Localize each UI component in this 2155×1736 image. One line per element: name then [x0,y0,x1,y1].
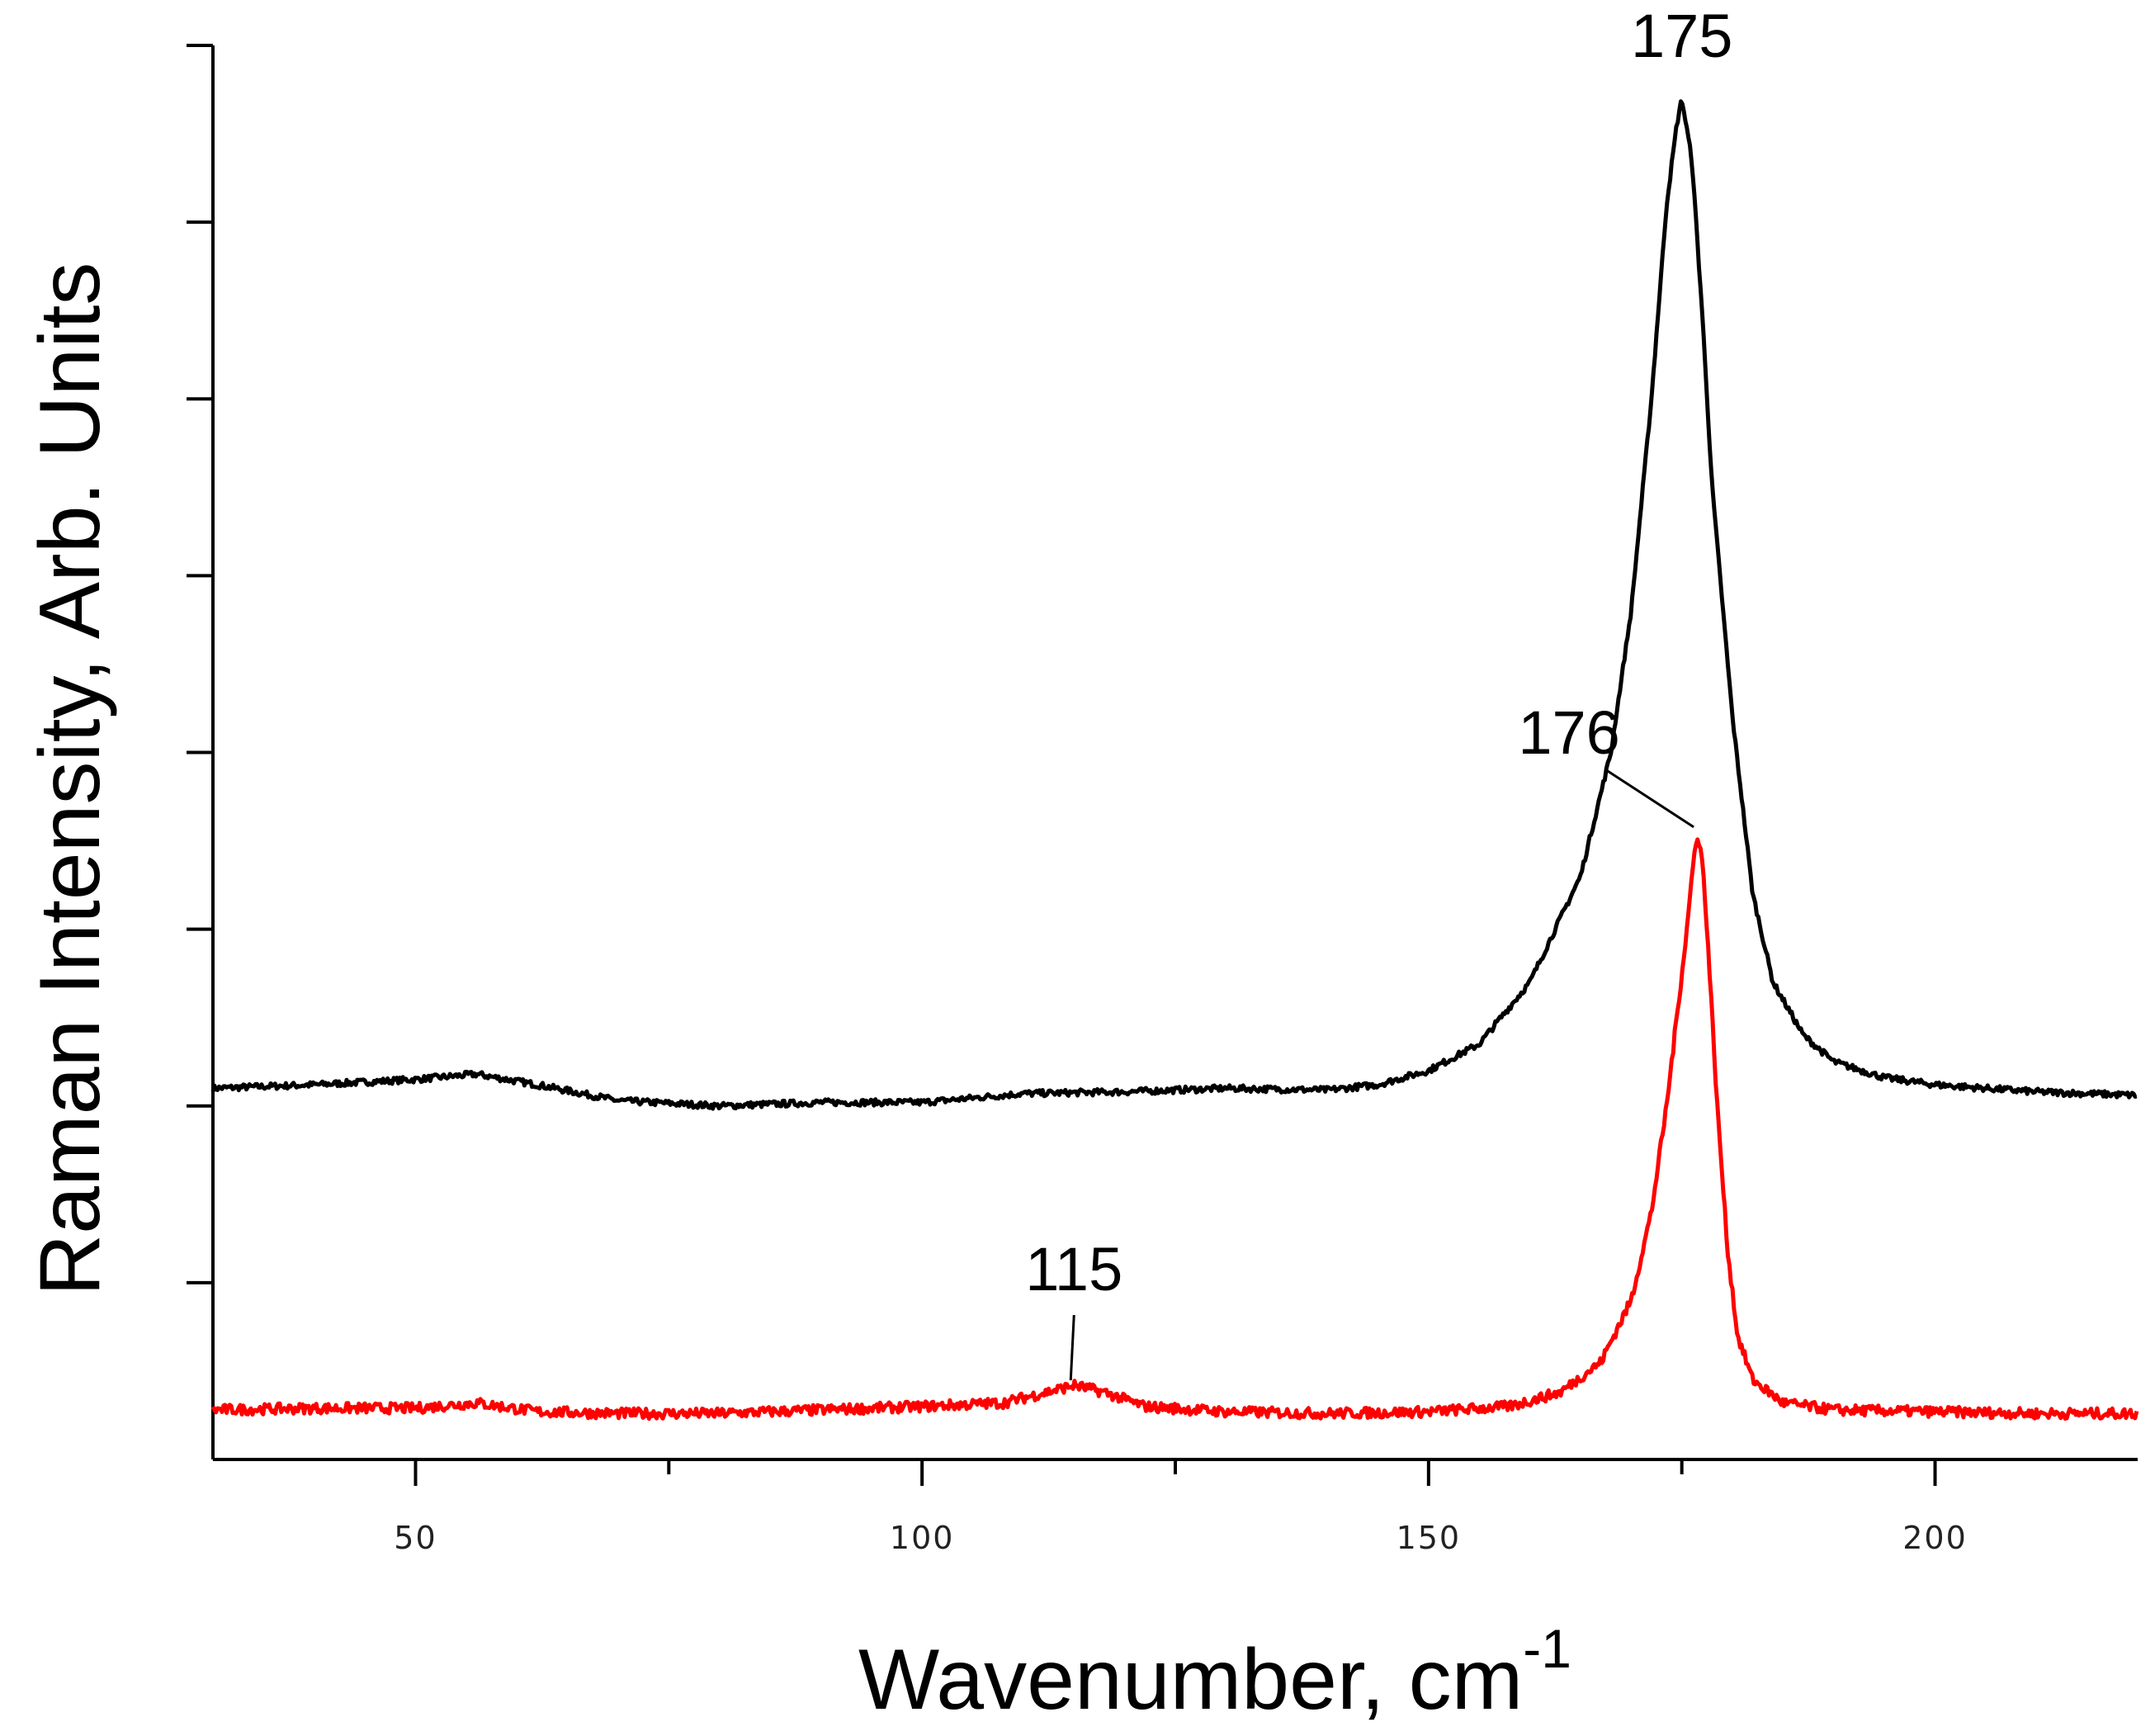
series-line-2 [210,837,2139,1421]
y-axis-title: Raman Intensity, Arb. Units [22,263,118,1296]
x-tick-label: 50 [394,1520,437,1556]
x-tick-label: 200 [1902,1520,1968,1556]
annotation-layer: 175 176 115 [1025,2,1732,1381]
x-tick-label: 100 [890,1520,955,1556]
axes: 50 100 150 200 [187,44,2138,1556]
x-axis-title: Wavenumber, cm-1 [858,1618,1571,1728]
series-line-1 [210,99,2138,1111]
peak-label: 176 [1518,698,1619,767]
x-tick-label: 150 [1396,1520,1462,1556]
annotation-leader [1605,769,1694,829]
annotation-leader [1069,1314,1075,1381]
series-layer [210,99,2139,1421]
peak-label: 175 [1631,2,1732,70]
peak-label: 115 [1025,1235,1122,1303]
